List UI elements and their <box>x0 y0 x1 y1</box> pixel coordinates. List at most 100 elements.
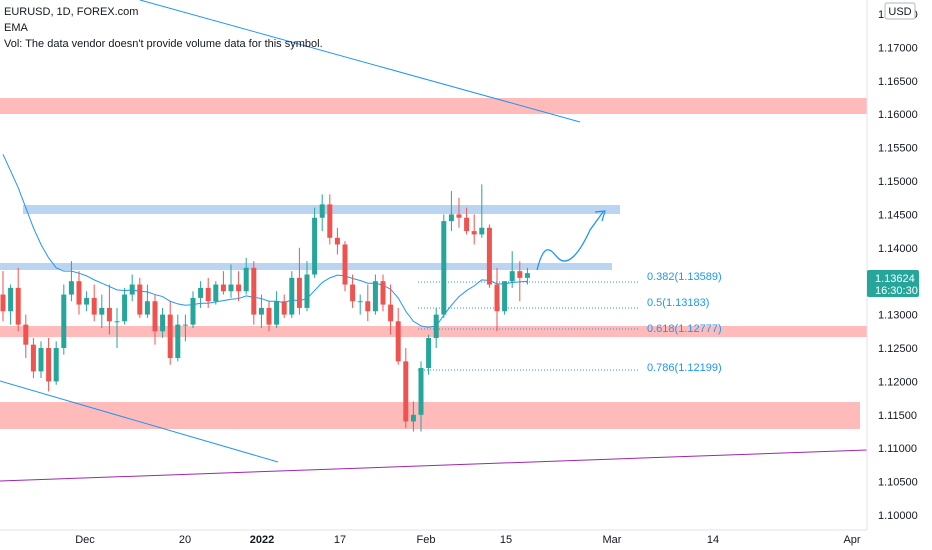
candle[interactable] <box>464 217 470 232</box>
candle[interactable] <box>327 204 333 238</box>
fibonacci-levels <box>418 281 640 371</box>
candle[interactable] <box>137 284 143 315</box>
candle[interactable] <box>281 301 287 315</box>
candle[interactable] <box>198 287 204 298</box>
candle[interactable] <box>15 287 21 325</box>
time-tick-label: Dec <box>75 534 95 546</box>
candle[interactable] <box>228 284 234 292</box>
candle[interactable] <box>418 368 424 415</box>
candle[interactable] <box>152 301 158 332</box>
candle[interactable] <box>258 307 264 315</box>
candle[interactable] <box>296 277 302 308</box>
candle[interactable] <box>84 297 90 305</box>
candle[interactable] <box>357 301 363 303</box>
candle[interactable] <box>243 267 249 292</box>
candle[interactable] <box>114 321 120 323</box>
candle[interactable] <box>167 314 173 359</box>
candle[interactable] <box>122 294 128 322</box>
candle[interactable] <box>129 284 135 295</box>
fibonacci-labels: 0.382(1.13589) 0.5(1.13183) 0.618(1.1277… <box>647 271 722 374</box>
resistance-zone-top[interactable] <box>0 98 867 114</box>
candle[interactable] <box>99 307 105 315</box>
candle[interactable] <box>304 274 310 308</box>
candle[interactable] <box>144 301 150 315</box>
price-tick-label: 1.15000 <box>878 176 918 188</box>
legend-volume-note: Vol: The data vendor doesn't provide vol… <box>4 38 323 50</box>
candle[interactable] <box>0 294 6 312</box>
candle[interactable] <box>190 297 196 325</box>
blue-zone-middle[interactable] <box>0 263 612 270</box>
price-tick-label: 1.16000 <box>878 109 918 121</box>
candle[interactable] <box>372 281 378 312</box>
candle[interactable] <box>38 348 44 372</box>
candle[interactable] <box>448 214 454 222</box>
fib-label-0786: 0.786(1.12199) <box>647 362 722 374</box>
candle[interactable] <box>524 273 530 278</box>
candle[interactable] <box>433 314 439 338</box>
candle[interactable] <box>494 284 500 312</box>
support-zone-middle[interactable] <box>0 326 867 337</box>
candle[interactable] <box>205 287 211 302</box>
candle[interactable] <box>106 307 112 322</box>
time-tick-label: Mar <box>603 534 622 546</box>
candle[interactable] <box>68 281 74 295</box>
legend-indicator[interactable]: EMA <box>4 22 28 34</box>
trendline-upper[interactable] <box>139 0 581 123</box>
candle[interactable] <box>319 204 325 218</box>
candle[interactable] <box>479 227 485 235</box>
candle[interactable] <box>517 271 523 278</box>
candle[interactable] <box>175 324 181 359</box>
candle[interactable] <box>342 244 348 285</box>
legend-symbol[interactable]: EURUSD, 1D, FOREX.com <box>4 6 139 18</box>
candle[interactable] <box>76 281 82 305</box>
candle[interactable] <box>388 304 394 322</box>
support-zone-lower[interactable] <box>0 402 860 429</box>
time-tick-label: 14 <box>707 534 719 546</box>
candle[interactable] <box>509 271 515 282</box>
candle[interactable] <box>8 287 14 312</box>
candle[interactable] <box>266 307 272 325</box>
candle[interactable] <box>403 361 409 422</box>
candle[interactable] <box>182 324 188 326</box>
ema-line[interactable] <box>2 154 528 328</box>
candle[interactable] <box>274 301 280 325</box>
candle[interactable] <box>312 217 318 275</box>
trendline-purple[interactable] <box>0 449 868 482</box>
price-tick-label: 1.14000 <box>878 243 918 255</box>
price-tick-label: 1.12000 <box>878 376 918 388</box>
candle[interactable] <box>380 281 386 305</box>
candle[interactable] <box>486 227 492 285</box>
time-axis[interactable]: Dec 20 2022 17 Feb 15 Mar 14 Apr <box>75 534 861 546</box>
candle[interactable] <box>91 297 97 315</box>
candle[interactable] <box>471 231 477 235</box>
currency-badge[interactable] <box>884 2 916 20</box>
candle[interactable] <box>289 277 295 315</box>
candle[interactable] <box>236 284 242 292</box>
candle[interactable] <box>46 348 52 382</box>
candle[interactable] <box>160 314 166 332</box>
candle[interactable] <box>334 237 340 245</box>
candle[interactable] <box>220 284 226 292</box>
time-tick-label: 2022 <box>250 534 274 546</box>
price-tick-label: 1.11500 <box>878 410 917 422</box>
candle[interactable] <box>61 294 67 348</box>
candle[interactable] <box>53 348 59 382</box>
price-tick-label: 1.11000 <box>878 443 917 455</box>
candle[interactable] <box>213 284 219 302</box>
candle[interactable] <box>350 284 356 302</box>
trendline-lower[interactable] <box>0 380 279 463</box>
candle[interactable] <box>251 267 257 315</box>
candle[interactable] <box>395 321 401 362</box>
candle[interactable] <box>23 324 29 345</box>
candle[interactable] <box>456 214 462 218</box>
candle[interactable] <box>441 221 447 315</box>
candle[interactable] <box>502 281 508 312</box>
candle[interactable] <box>426 337 432 369</box>
candle[interactable] <box>30 344 36 372</box>
current-price: 1.13624 <box>875 273 915 285</box>
candle[interactable] <box>410 414 416 422</box>
candle[interactable] <box>365 301 371 312</box>
projection-arrow[interactable] <box>536 211 604 271</box>
